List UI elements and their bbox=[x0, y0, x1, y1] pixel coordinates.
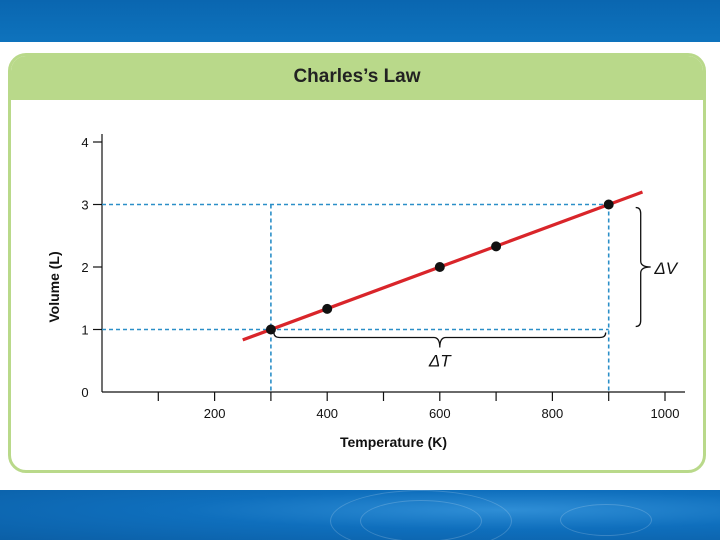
chart-title: Charles’s Law bbox=[293, 66, 421, 87]
delta-t-label: ΔT bbox=[428, 352, 452, 371]
x-tick-label: 400 bbox=[316, 406, 338, 421]
card-header: Charles’s Law bbox=[11, 56, 703, 100]
footer-band bbox=[0, 490, 720, 552]
delta-v-label: ΔV bbox=[653, 259, 678, 278]
chart-card: Charles’s Law bbox=[8, 53, 706, 473]
data-point bbox=[603, 199, 614, 210]
y-tick-label: 1 bbox=[81, 323, 88, 338]
data-point bbox=[491, 241, 502, 252]
y-tick-label: 4 bbox=[81, 135, 88, 150]
delta-t-brace bbox=[273, 332, 607, 348]
x-tick-label: 800 bbox=[542, 406, 564, 421]
y-tick-label: 3 bbox=[81, 198, 88, 213]
chart-area: 0 1 2 3 4 200 400 600 800 1000 Temperature (K) Volu… bbox=[46, 134, 685, 450]
data-point bbox=[265, 324, 276, 335]
water-ripple-decoration bbox=[330, 490, 512, 552]
data-point bbox=[434, 262, 445, 272]
delta-v-brace bbox=[635, 206, 651, 328]
data-point bbox=[322, 303, 333, 314]
water-ripple-decoration bbox=[560, 504, 652, 536]
y-axis-title: Volume (L) bbox=[46, 251, 62, 322]
header-band bbox=[0, 0, 720, 42]
x-tick-label: 200 bbox=[204, 406, 226, 421]
y-tick-label: 2 bbox=[81, 260, 88, 275]
x-tick-label: 600 bbox=[429, 406, 451, 421]
x-tick-label: 1000 bbox=[651, 406, 680, 421]
x-axis-title: Temperature (K) bbox=[340, 434, 447, 450]
y-tick-label: 0 bbox=[81, 385, 88, 400]
